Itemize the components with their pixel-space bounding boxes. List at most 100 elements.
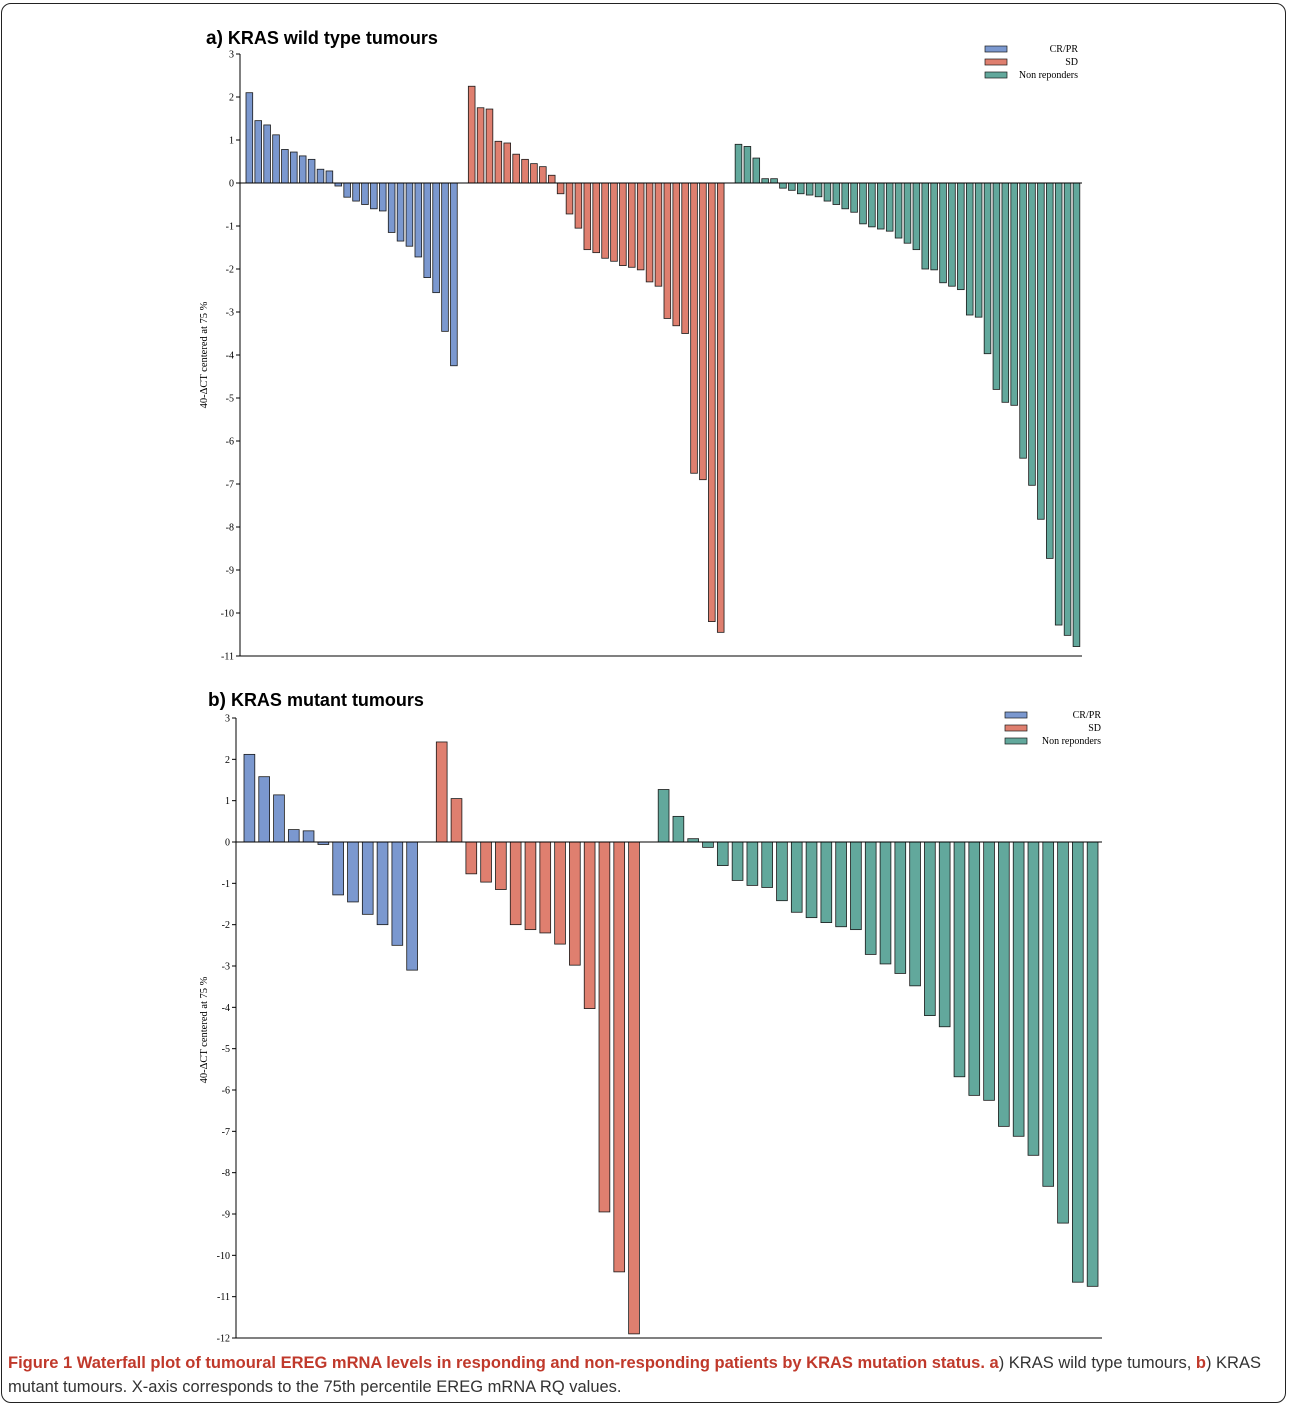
y-tick-label-b: 2 — [225, 755, 230, 766]
bar-crpr-a — [396, 182, 405, 242]
y-tick-label-b: -5 — [222, 1044, 230, 1055]
legend-swatch-crpr-a — [984, 45, 1008, 53]
bar-nonresp-a — [965, 182, 974, 316]
bar-sd-a — [494, 140, 503, 184]
bar-sd-b — [583, 841, 596, 1009]
bar-nonresp-b — [1086, 841, 1099, 1287]
bar-nonresp-a — [734, 143, 743, 184]
bar-sd-a — [574, 182, 583, 229]
bar-crpr-b — [361, 841, 374, 915]
bar-sd-b — [569, 841, 581, 966]
y-tick-label-b: -6 — [222, 1086, 230, 1097]
bar-nonresp-b — [790, 841, 803, 913]
bar-nonresp-a — [912, 182, 921, 251]
bar-crpr-a — [245, 92, 254, 184]
bar-sd-a — [565, 182, 574, 215]
bar-nonresp-b — [702, 841, 714, 848]
bar-nonresp-a — [779, 182, 787, 189]
y-tick-label-b: 1 — [225, 796, 230, 807]
bar-nonresp-a — [752, 157, 761, 184]
bar-nonresp-b — [924, 841, 936, 1017]
y-axis-label-a: 40-ΔCT centered at 75 % — [199, 301, 210, 408]
bar-nonresp-a — [983, 182, 992, 355]
y-tick-label-b: -12 — [217, 1334, 230, 1345]
bar-nonresp-a — [761, 178, 769, 184]
bar-sd-b — [628, 841, 640, 1335]
bar-sd-a — [476, 107, 485, 184]
bar-crpr-a — [298, 155, 307, 184]
bar-nonresp-b — [983, 841, 995, 1101]
bar-crpr-a — [263, 124, 271, 184]
bar-sd-a — [636, 182, 645, 271]
y-tick-label-b: -10 — [217, 1251, 230, 1262]
bar-sd-a — [583, 182, 592, 251]
bar-nonresp-a — [1001, 182, 1010, 403]
bar-sd-a — [619, 182, 627, 266]
bar-sd-a — [556, 182, 565, 195]
bar-nonresp-a — [868, 182, 876, 228]
bar-crpr-a — [441, 182, 449, 332]
y-tick-label-a: 0 — [229, 179, 234, 190]
bar-sd-b — [450, 798, 463, 843]
bar-sd-b — [524, 841, 537, 931]
figure-caption: Figure 1 Waterfall plot of tumoural EREG… — [8, 1351, 1283, 1399]
bar-sd-a — [708, 182, 716, 623]
bar-sd-a — [601, 182, 609, 259]
bar-sd-a — [654, 182, 663, 287]
y-tick-label-a: 3 — [229, 50, 234, 61]
bar-nonresp-a — [894, 182, 903, 239]
bar-crpr-b — [258, 776, 270, 843]
bar-crpr-a — [405, 182, 414, 247]
bar-crpr-a — [272, 134, 280, 184]
bar-crpr-a — [316, 168, 325, 184]
bar-nonresp-b — [998, 841, 1010, 1127]
bar-nonresp-a — [1037, 182, 1045, 520]
bar-crpr-b — [287, 829, 300, 843]
bar-nonresp-b — [820, 841, 833, 923]
bar-nonresp-b — [716, 841, 729, 866]
bar-crpr-a — [325, 170, 334, 184]
bar-sd-a — [530, 163, 538, 184]
bar-nonresp-b — [909, 841, 921, 987]
bar-crpr-a — [378, 182, 387, 212]
chart-title-b: b) KRAS mutant tumours — [208, 690, 424, 711]
y-tick-label-a: -8 — [226, 523, 234, 534]
bar-nonresp-a — [921, 182, 929, 270]
bar-sd-a — [547, 174, 556, 184]
y-tick-label-a: -3 — [226, 308, 234, 319]
bar-nonresp-a — [1054, 182, 1063, 626]
bar-crpr-b — [273, 794, 285, 843]
legend-label-nonresp-b: Non reponders — [1042, 736, 1101, 747]
y-tick-label-b: -1 — [222, 879, 230, 890]
bar-nonresp-b — [776, 841, 788, 902]
bar-nonresp-b — [761, 841, 773, 888]
y-tick-label-b: -4 — [222, 1003, 230, 1014]
y-tick-label-a: 1 — [229, 136, 234, 147]
caption-a-text: ) KRAS wild type tumours, — [998, 1354, 1196, 1372]
bar-nonresp-a — [992, 182, 1001, 390]
bar-nonresp-b — [1012, 841, 1025, 1137]
bar-sd-b — [613, 841, 626, 1273]
legend-swatch-sd-b — [1004, 724, 1028, 732]
bar-nonresp-a — [743, 146, 752, 184]
bar-nonresp-a — [1010, 182, 1018, 406]
bar-sd-b — [495, 841, 507, 890]
bar-crpr-b — [347, 841, 359, 903]
legend-label-sd-b: SD — [1088, 723, 1101, 734]
y-tick-label-b: -8 — [222, 1168, 230, 1179]
bar-crpr-a — [387, 182, 396, 233]
bar-nonresp-a — [788, 182, 796, 191]
y-tick-label-a: -7 — [226, 480, 234, 491]
bar-crpr-a — [423, 182, 431, 278]
bar-sd-a — [521, 158, 529, 184]
bar-nonresp-a — [859, 182, 867, 225]
bar-nonresp-a — [814, 182, 823, 198]
panel-label-a: a) — [206, 28, 223, 49]
bar-crpr-a — [432, 182, 440, 294]
bar-nonresp-a — [939, 182, 947, 284]
bar-crpr-b — [376, 841, 389, 926]
bar-nonresp-a — [823, 182, 832, 202]
legend-swatch-crpr-b — [1004, 711, 1028, 719]
panel-title-text-a: KRAS wild type tumours — [223, 28, 438, 48]
bar-sd-a — [681, 182, 689, 334]
